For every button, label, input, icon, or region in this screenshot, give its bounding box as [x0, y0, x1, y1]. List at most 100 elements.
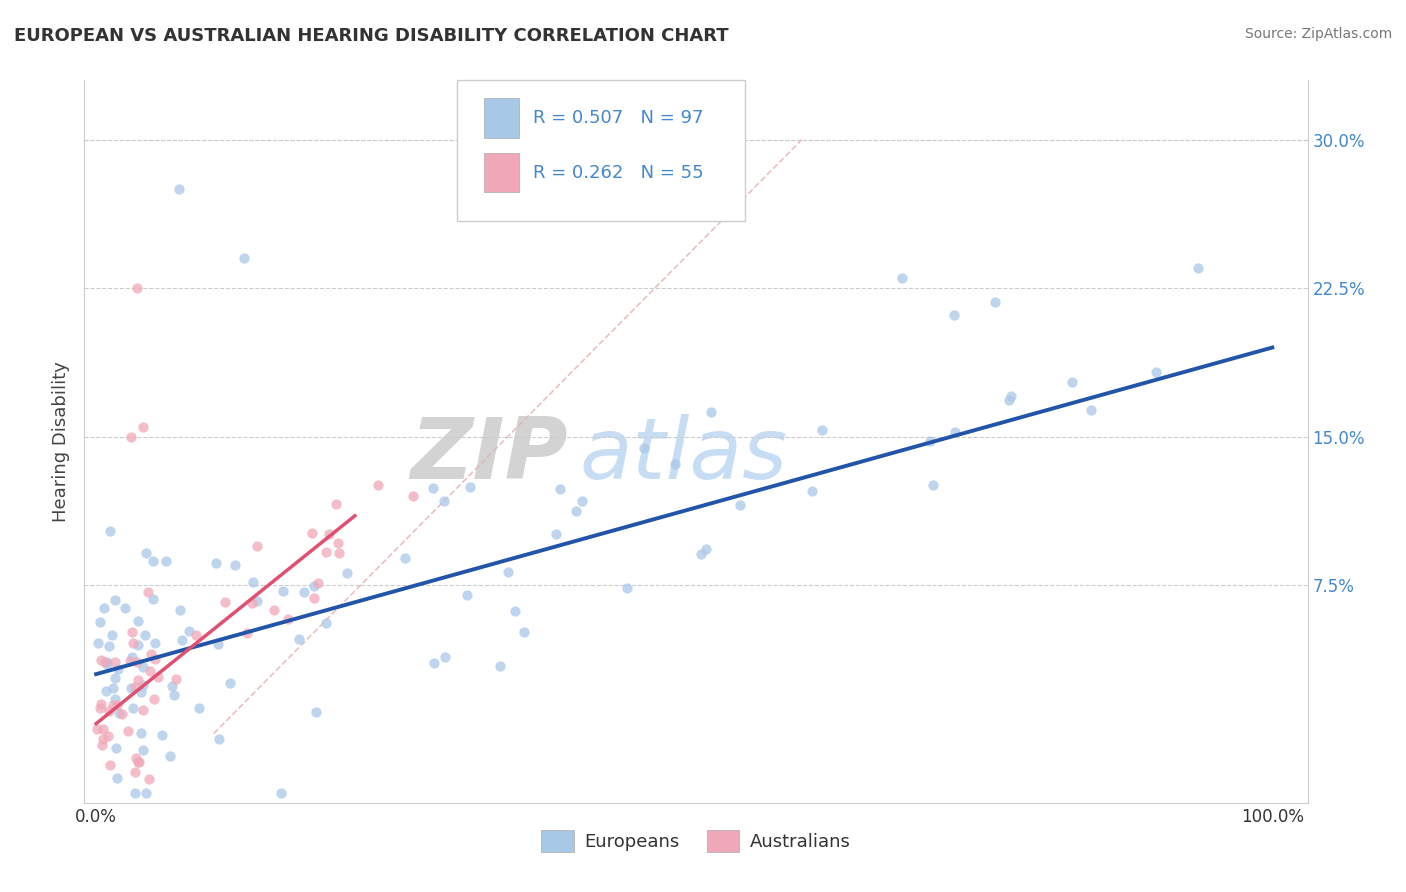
- FancyBboxPatch shape: [484, 153, 519, 193]
- Point: [86, 722, 108, 736]
- Point: [135, 546, 157, 560]
- Point: [104, 741, 127, 756]
- Point: [921, 478, 943, 492]
- Point: [90, 697, 112, 711]
- Point: [301, 526, 323, 541]
- Point: [565, 504, 588, 518]
- Point: [336, 566, 359, 581]
- Point: [616, 581, 638, 595]
- Point: [134, 628, 156, 642]
- Point: [433, 493, 456, 508]
- Point: [127, 673, 149, 687]
- Point: [167, 182, 190, 196]
- Point: [984, 294, 1007, 309]
- Point: [695, 542, 717, 557]
- Point: [205, 556, 228, 570]
- Point: [108, 706, 131, 720]
- Point: [150, 728, 173, 742]
- Point: [127, 614, 149, 628]
- Point: [458, 480, 481, 494]
- Point: [124, 765, 146, 780]
- Point: [111, 706, 134, 721]
- Point: [132, 419, 155, 434]
- Point: [89, 615, 111, 630]
- Point: [302, 579, 325, 593]
- Point: [1000, 389, 1022, 403]
- Point: [918, 434, 941, 448]
- Point: [127, 281, 149, 295]
- Text: atlas: atlas: [579, 415, 787, 498]
- Point: [943, 425, 966, 439]
- Point: [433, 649, 456, 664]
- Point: [270, 786, 292, 800]
- Point: [132, 659, 155, 673]
- Point: [94, 656, 117, 670]
- Point: [97, 729, 120, 743]
- Point: [367, 478, 389, 492]
- Legend: Europeans, Australians: Europeans, Australians: [534, 822, 858, 859]
- Point: [165, 673, 187, 687]
- Point: [186, 628, 208, 642]
- Point: [328, 546, 350, 560]
- Point: [315, 616, 337, 631]
- Point: [96, 684, 118, 698]
- Point: [263, 602, 285, 616]
- Point: [208, 731, 231, 746]
- Point: [302, 591, 325, 606]
- Point: [236, 626, 259, 640]
- Point: [101, 681, 124, 696]
- Point: [87, 636, 110, 650]
- Y-axis label: Hearing Disability: Hearing Disability: [52, 361, 70, 522]
- Point: [214, 595, 236, 609]
- Point: [104, 655, 127, 669]
- Point: [496, 565, 519, 579]
- Point: [489, 659, 512, 673]
- Point: [943, 308, 966, 322]
- Point: [107, 662, 129, 676]
- Point: [97, 704, 120, 718]
- Point: [292, 585, 315, 599]
- Point: [100, 524, 122, 539]
- Point: [170, 632, 193, 647]
- Point: [305, 705, 328, 719]
- Point: [402, 490, 425, 504]
- Point: [120, 681, 142, 695]
- Point: [89, 701, 111, 715]
- Point: [121, 701, 143, 715]
- Point: [120, 429, 142, 443]
- Point: [121, 624, 143, 639]
- Point: [120, 653, 142, 667]
- Point: [105, 771, 128, 785]
- Point: [146, 670, 169, 684]
- Point: [93, 601, 115, 615]
- Point: [142, 554, 165, 568]
- Point: [160, 679, 183, 693]
- Point: [104, 692, 127, 706]
- Point: [91, 738, 114, 752]
- Point: [394, 551, 416, 566]
- Point: [121, 649, 143, 664]
- Text: ZIP: ZIP: [411, 415, 568, 498]
- Point: [114, 601, 136, 615]
- Point: [546, 527, 568, 541]
- Point: [132, 743, 155, 757]
- Point: [127, 655, 149, 669]
- Point: [307, 576, 329, 591]
- Point: [548, 482, 571, 496]
- Point: [104, 593, 127, 607]
- Point: [91, 732, 114, 747]
- Point: [117, 724, 139, 739]
- Point: [124, 786, 146, 800]
- Point: [246, 539, 269, 553]
- Point: [139, 664, 162, 678]
- Point: [159, 749, 181, 764]
- Point: [664, 457, 686, 471]
- Point: [143, 691, 166, 706]
- Point: [124, 680, 146, 694]
- Point: [101, 698, 124, 712]
- Point: [277, 612, 299, 626]
- Point: [177, 624, 200, 638]
- Point: [503, 604, 526, 618]
- Point: [128, 756, 150, 770]
- Point: [318, 527, 340, 541]
